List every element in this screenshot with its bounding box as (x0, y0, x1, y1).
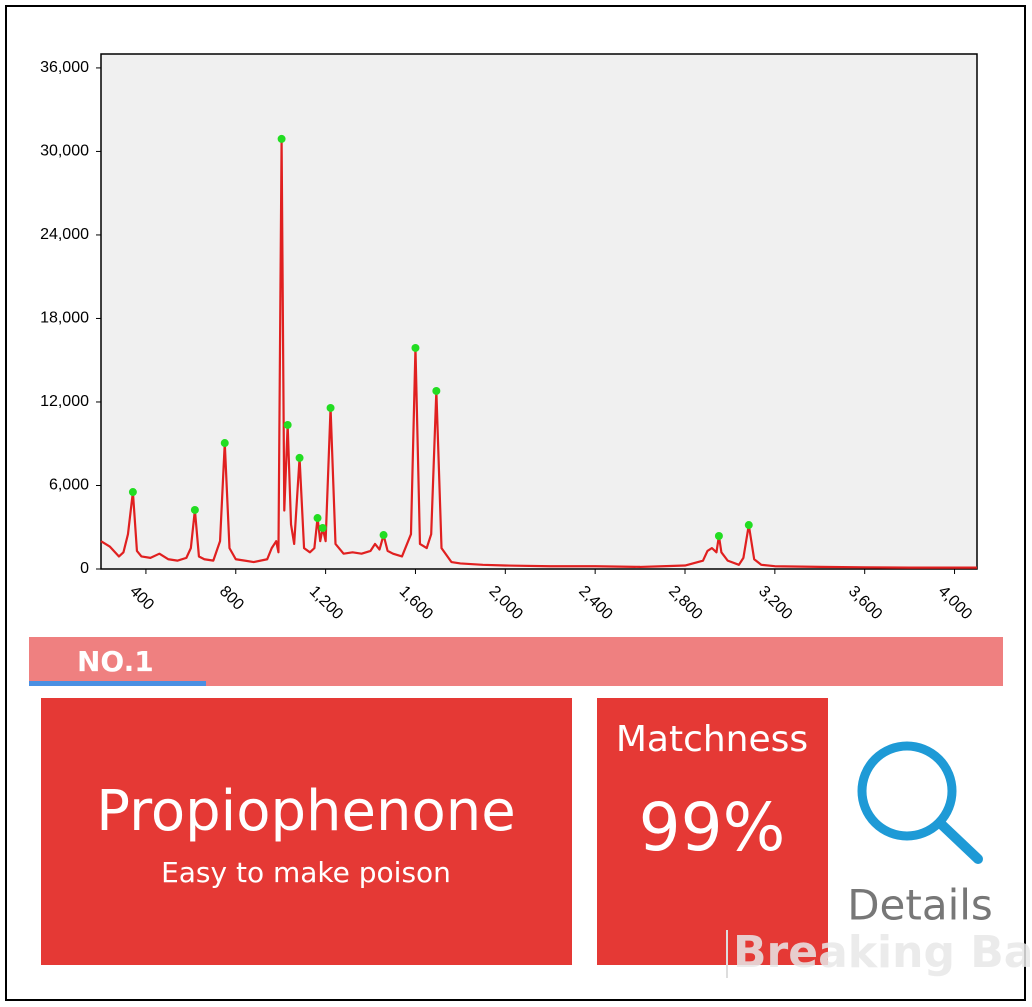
result-card (41, 698, 572, 965)
compound-description: Easy to make poison (161, 856, 451, 889)
peak-marker (411, 343, 420, 352)
peak-marker (313, 514, 322, 523)
peak-marker (190, 505, 199, 514)
y-tick-label: 6,000 (49, 477, 89, 494)
details-label[interactable]: Details (847, 881, 993, 930)
peak-marker (128, 488, 137, 497)
peak-marker (277, 134, 286, 143)
match-label: Matchness (616, 719, 808, 760)
peak-marker (744, 521, 753, 530)
y-tick-label: 12,000 (40, 393, 89, 410)
details-button[interactable]: Details (847, 741, 993, 930)
peak-marker (295, 453, 304, 462)
peak-marker (283, 420, 292, 429)
y-tick-label: 30,000 (40, 143, 89, 160)
peak-marker (432, 386, 441, 395)
peak-marker (220, 439, 229, 448)
match-value: 99% (639, 789, 786, 866)
y-tick-label: 18,000 (40, 310, 89, 327)
y-tick-label: 24,000 (40, 226, 89, 243)
search-icon-handle[interactable] (935, 818, 983, 864)
match-card (597, 698, 828, 965)
peak-marker (326, 403, 335, 412)
compound-name: Propiophenone (96, 779, 515, 844)
plot-area (100, 53, 978, 570)
peak-marker (714, 532, 723, 541)
y-tick-label: 0 (80, 560, 89, 577)
tab-label[interactable]: NO.1 (77, 645, 154, 678)
watermark: Breaking Bad (733, 927, 1032, 978)
tab-bar[interactable] (29, 637, 1003, 686)
peak-marker (379, 531, 388, 540)
spectrum-line (100, 137, 977, 569)
search-icon[interactable] (857, 741, 957, 841)
tab-indicator (29, 681, 206, 686)
y-tick-label: 36,000 (40, 59, 89, 76)
peak-marker (318, 523, 327, 532)
